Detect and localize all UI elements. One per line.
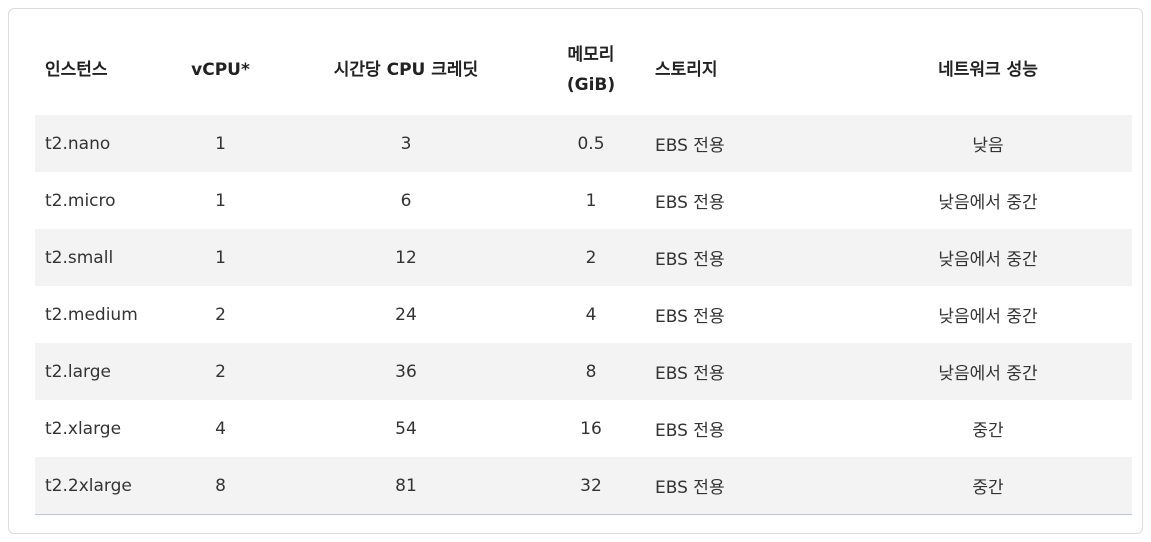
cell-vcpu: 1 [215,190,226,211]
cell-cpu-credits: 81 [269,457,543,515]
cell-storage: EBS 전용 [639,229,844,286]
header-vcpu: vCPU* [191,60,250,80]
cell-storage: EBS 전용 [655,307,725,327]
table-row: t2.2xlarge 8 81 32 EBS 전용 중간 [35,457,1132,515]
cell-cpu-credits: 36 [269,343,543,400]
cell-vcpu: 2 [215,304,226,325]
header-storage: 스토리지 [655,60,718,80]
cell-instance: t2.micro [45,190,116,211]
table-header-row: 인스턴스 vCPU* 시간당 CPU 크레딧 메모리 (GiB) 스토리지 네트… [35,25,1132,115]
table-row: t2.large 2 36 8 EBS 전용 낮음에서 중간 [35,343,1132,400]
instance-table-card: 인스턴스 vCPU* 시간당 CPU 크레딧 메모리 (GiB) 스토리지 네트… [8,8,1143,534]
instance-spec-table: 인스턴스 vCPU* 시간당 CPU 크레딧 메모리 (GiB) 스토리지 네트… [35,25,1132,515]
cell-instance: t2.xlarge [45,418,122,439]
cell-memory: 0.5 [543,115,639,172]
cell-instance: t2.large [35,343,172,400]
cell-memory: 16 [580,418,602,439]
cell-memory: 1 [585,190,597,211]
cell-network: 중간 [972,421,1004,441]
table-row: t2.xlarge 4 54 16 EBS 전용 중간 [35,400,1132,457]
cell-memory: 2 [543,229,639,286]
cell-vcpu: 1 [172,229,269,286]
cell-cpu-credits: 3 [269,115,543,172]
table-row: t2.nano 1 3 0.5 EBS 전용 낮음 [35,115,1132,172]
table-row: t2.small 1 12 2 EBS 전용 낮음에서 중간 [35,229,1132,286]
cell-network: 낮음에서 중간 [844,343,1132,400]
cell-network: 낮음 [844,115,1132,172]
cell-storage: EBS 전용 [639,457,844,515]
table-row: t2.micro 1 6 1 EBS 전용 낮음에서 중간 [35,172,1132,229]
cell-instance: t2.small [35,229,172,286]
cell-instance: t2.nano [35,115,172,172]
cell-memory: 32 [543,457,639,515]
cell-vcpu: 1 [172,115,269,172]
cell-vcpu: 8 [172,457,269,515]
cell-storage: EBS 전용 [639,115,844,172]
header-network: 네트워크 성능 [938,60,1038,80]
cell-cpu-credits: 12 [269,229,543,286]
header-memory-line1: 메모리 [567,45,615,65]
header-memory-line2: (GiB) [566,75,616,95]
cell-memory: 4 [585,304,597,325]
cell-memory: 8 [543,343,639,400]
cell-instance: t2.medium [45,304,138,325]
cell-vcpu: 2 [172,343,269,400]
cell-network: 중간 [844,457,1132,515]
cell-vcpu: 4 [215,418,226,439]
cell-cpu-credits: 54 [395,418,417,439]
cell-network: 낮음에서 중간 [844,229,1132,286]
cell-storage: EBS 전용 [639,343,844,400]
cell-storage: EBS 전용 [655,193,725,213]
header-cpu-credits: 시간당 CPU 크레딧 [333,60,479,80]
header-memory: 메모리 (GiB) [543,25,639,115]
cell-cpu-credits: 6 [400,190,412,211]
cell-storage: EBS 전용 [655,421,725,441]
cell-network: 낮음에서 중간 [938,307,1038,327]
cell-network: 낮음에서 중간 [938,193,1038,213]
cell-instance: t2.2xlarge [35,457,172,515]
header-instance: 인스턴스 [45,60,108,80]
cell-cpu-credits: 24 [395,304,417,325]
table-row: t2.medium 2 24 4 EBS 전용 낮음에서 중간 [35,286,1132,343]
